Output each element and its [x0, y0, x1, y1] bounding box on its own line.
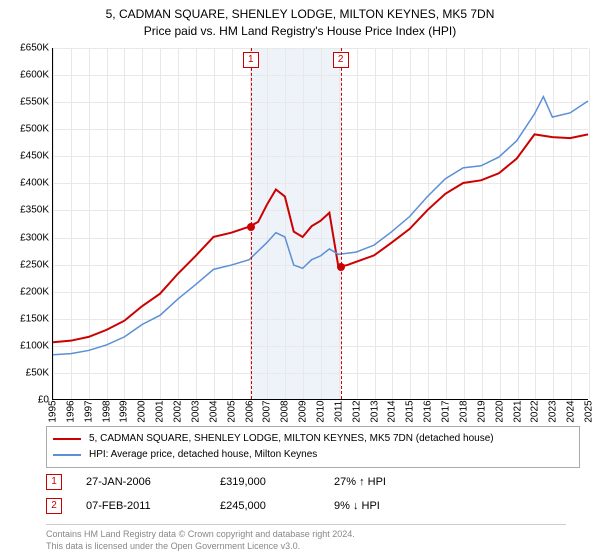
sale-row: 1 27-JAN-2006 £319,000 27% ↑ HPI [46, 470, 566, 494]
sale-number-badge: 2 [46, 498, 62, 514]
legend-swatch [53, 454, 81, 456]
legend-label: HPI: Average price, detached house, Milt… [89, 447, 317, 463]
sale-price: £245,000 [220, 500, 310, 512]
legend: 5, CADMAN SQUARE, SHENLEY LODGE, MILTON … [46, 426, 580, 468]
y-axis-label: £500K [1, 124, 49, 135]
chart-container: 5, CADMAN SQUARE, SHENLEY LODGE, MILTON … [0, 0, 600, 560]
x-axis-label: 1995 [48, 400, 59, 422]
sale-row: 2 07-FEB-2011 £245,000 9% ↓ HPI [46, 494, 566, 518]
sale-marker-point [337, 263, 345, 271]
y-axis-label: £550K [1, 97, 49, 108]
x-axis-label: 2015 [405, 400, 416, 422]
x-axis-label: 2017 [441, 400, 452, 422]
sale-date: 27-JAN-2006 [86, 476, 196, 488]
title-line-1: 5, CADMAN SQUARE, SHENLEY LODGE, MILTON … [0, 6, 600, 23]
sale-number-badge: 1 [46, 474, 62, 490]
y-axis-label: £400K [1, 178, 49, 189]
sale-marker-number: 1 [243, 52, 259, 68]
sale-marker-line [341, 48, 342, 399]
x-axis-label: 1996 [65, 400, 76, 422]
footer: Contains HM Land Registry data © Crown c… [46, 524, 566, 552]
x-axis-label: 2007 [262, 400, 273, 422]
y-axis-label: £300K [1, 232, 49, 243]
x-axis-label: 2021 [512, 400, 523, 422]
sale-delta: 9% ↓ HPI [334, 500, 444, 512]
gridline-v [589, 48, 590, 399]
y-axis-label: £350K [1, 205, 49, 216]
x-axis-label: 2022 [530, 400, 541, 422]
x-axis-label: 2024 [566, 400, 577, 422]
sale-date: 07-FEB-2011 [86, 500, 196, 512]
x-axis-label: 2018 [458, 400, 469, 422]
x-axis-label: 2011 [333, 401, 344, 423]
y-axis-label: £0 [1, 395, 49, 406]
legend-item: HPI: Average price, detached house, Milt… [53, 447, 573, 463]
x-axis-label: 2006 [244, 400, 255, 422]
sale-delta: 27% ↑ HPI [334, 476, 444, 488]
title-line-2: Price paid vs. HM Land Registry's House … [0, 23, 600, 40]
x-axis-label: 2016 [423, 400, 434, 422]
legend-item: 5, CADMAN SQUARE, SHENLEY LODGE, MILTON … [53, 431, 573, 447]
y-axis-label: £650K [1, 43, 49, 54]
sale-marker-point [247, 223, 255, 231]
y-axis-label: £200K [1, 286, 49, 297]
x-axis-label: 2009 [298, 400, 309, 422]
x-axis-label: 2000 [137, 400, 148, 422]
y-axis-label: £250K [1, 259, 49, 270]
sale-marker-number: 2 [333, 52, 349, 68]
plot-region: £0£50K£100K£150K£200K£250K£300K£350K£400… [52, 48, 588, 400]
series-line [53, 134, 588, 342]
chart-title: 5, CADMAN SQUARE, SHENLEY LODGE, MILTON … [0, 0, 600, 40]
sales-table: 1 27-JAN-2006 £319,000 27% ↑ HPI 2 07-FEB-201… [46, 470, 566, 518]
x-axis-label: 1998 [101, 400, 112, 422]
legend-swatch [53, 438, 81, 440]
x-axis-label: 1997 [83, 400, 94, 422]
sale-price: £319,000 [220, 476, 310, 488]
x-axis-label: 1999 [119, 400, 130, 422]
x-axis-label: 2020 [494, 400, 505, 422]
x-axis-label: 2002 [173, 400, 184, 422]
x-axis-label: 2005 [226, 400, 237, 422]
x-axis-label: 2003 [190, 400, 201, 422]
y-axis-label: £450K [1, 151, 49, 162]
x-axis-label: 2001 [155, 400, 166, 422]
series-line [53, 97, 588, 355]
y-axis-label: £150K [1, 313, 49, 324]
y-axis-label: £50K [1, 367, 49, 378]
footer-line-1: Contains HM Land Registry data © Crown c… [46, 529, 566, 541]
x-axis-label: 2023 [548, 400, 559, 422]
x-axis-label: 2010 [316, 400, 327, 422]
line-paths [53, 48, 588, 399]
x-axis-label: 2004 [208, 400, 219, 422]
x-axis-label: 2012 [351, 400, 362, 422]
x-axis-label: 2008 [280, 400, 291, 422]
x-axis-label: 2025 [584, 400, 595, 422]
x-axis-label: 2013 [369, 400, 380, 422]
x-axis-label: 2019 [476, 400, 487, 422]
chart-area: £0£50K£100K£150K£200K£250K£300K£350K£400… [52, 48, 588, 400]
y-axis-label: £100K [1, 340, 49, 351]
legend-label: 5, CADMAN SQUARE, SHENLEY LODGE, MILTON … [89, 431, 494, 447]
y-axis-label: £600K [1, 70, 49, 81]
footer-line-2: This data is licensed under the Open Gov… [46, 541, 566, 553]
x-axis-label: 2014 [387, 400, 398, 422]
